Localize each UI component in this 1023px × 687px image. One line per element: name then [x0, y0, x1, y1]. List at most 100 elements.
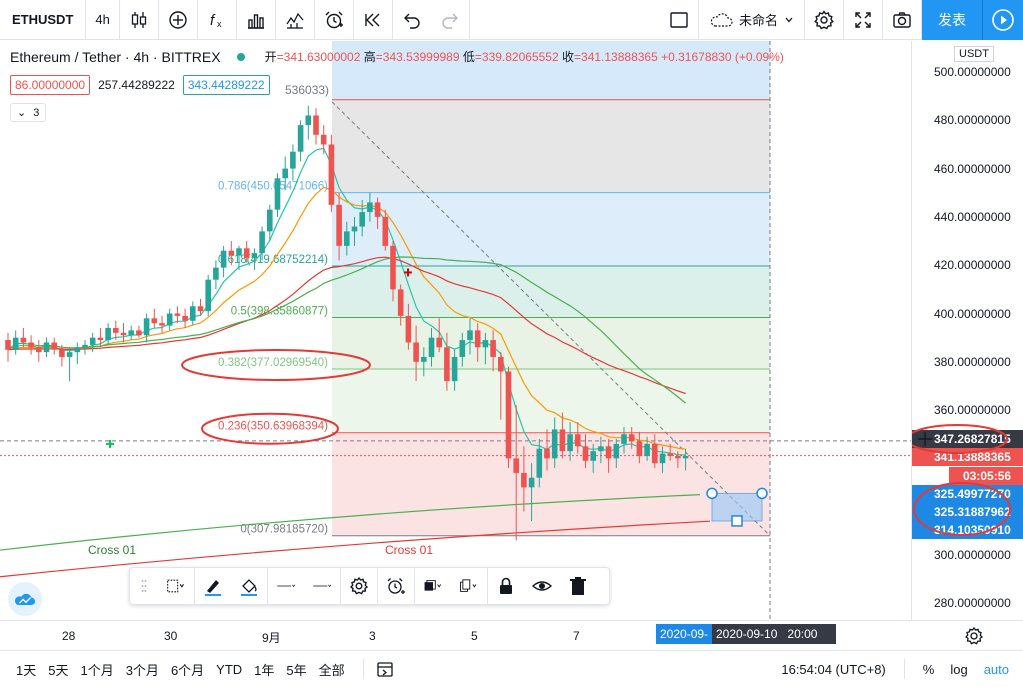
time-tick: 3: [369, 629, 376, 643]
candle: [659, 446, 666, 473]
candle: [421, 347, 427, 377]
candle: [143, 313, 150, 343]
visual-order-icon[interactable]: [415, 567, 451, 605]
drawing-price-label-3: 314.10350910: [912, 521, 1023, 539]
indicator-value-1[interactable]: 86.00000000: [10, 75, 91, 95]
range-1m-button[interactable]: 1个月: [80, 662, 114, 678]
range-1d-button[interactable]: 1天: [16, 662, 37, 678]
alert-icon[interactable]: [315, 0, 354, 40]
drawing-alert-icon[interactable]: [378, 567, 414, 605]
candle: [367, 192, 373, 222]
range-3m-button[interactable]: 3个月: [125, 662, 159, 678]
candle: [59, 344, 65, 367]
settings-gear-icon[interactable]: [805, 0, 844, 40]
drag-handle[interactable]: [130, 567, 158, 605]
symbol-title[interactable]: Ethereum / Tether · 4h · BITTREX: [10, 48, 221, 65]
price-chart[interactable]: 0.786(450.05471066)0.618(419.68752214)0.…: [0, 41, 911, 620]
candle: [243, 241, 250, 263]
camera-icon[interactable]: [883, 0, 922, 40]
price-tick: 480.00000000: [934, 113, 1011, 128]
candle: [498, 352, 504, 420]
tradingview-logo-icon[interactable]: [8, 582, 42, 616]
collapse-count: 3: [33, 107, 40, 119]
redo-icon[interactable]: [431, 0, 470, 40]
currency-tag[interactable]: USDT: [954, 46, 994, 62]
range-6m-button[interactable]: 6个月: [170, 662, 205, 678]
drawing-handle: [731, 515, 743, 527]
interval-button[interactable]: 4h: [86, 0, 120, 40]
percent-scale-button[interactable]: %: [922, 661, 935, 677]
range-1y-button[interactable]: 1年: [254, 662, 275, 678]
templates-icon[interactable]: [276, 0, 315, 40]
candles-icon[interactable]: [120, 0, 159, 40]
goto-date-icon[interactable]: [376, 660, 394, 678]
candle: [174, 306, 181, 324]
candle: [267, 204, 273, 242]
candle: [166, 308, 173, 331]
line-width-dropdown[interactable]: [304, 567, 340, 605]
expand-icon[interactable]: [844, 0, 883, 40]
candle: [444, 332, 450, 391]
range-5d-button[interactable]: 5天: [48, 662, 69, 678]
axis-settings-gear-icon[interactable]: [964, 626, 984, 646]
candle: [136, 325, 142, 338]
indicator-collapse-button[interactable]: ⌄ 3: [10, 103, 47, 122]
candle: [282, 156, 288, 191]
layout-name-label: 未命名: [738, 13, 778, 28]
add-indicator-icon[interactable]: [159, 0, 198, 40]
divider: [903, 659, 905, 679]
drawing-settings-gear-icon[interactable]: [341, 567, 377, 605]
price-tick: 440.00000000: [934, 209, 1011, 224]
fib-level-label: 0.786(450.05471066): [218, 181, 328, 193]
play-icon[interactable]: [983, 0, 1023, 40]
line-color-icon[interactable]: [195, 567, 231, 605]
candle: [505, 366, 512, 469]
bar-chart-icon[interactable]: [237, 0, 276, 40]
publish-button[interactable]: 发表: [922, 0, 983, 40]
candle: [43, 337, 50, 357]
drawing-template-icon[interactable]: [158, 567, 194, 605]
visibility-eye-icon[interactable]: [524, 567, 560, 605]
fib-level-label: 0.382(377.02969540): [218, 357, 328, 369]
time-tick: 30: [164, 629, 178, 643]
indicator-value-3[interactable]: 343.44289222: [182, 75, 270, 95]
candle: [120, 323, 127, 343]
symbol-search-button[interactable]: ETHUSDT: [0, 0, 87, 40]
line-style-dropdown[interactable]: [268, 567, 304, 605]
drawing-price-label-2: 325.31887962: [912, 503, 1023, 521]
replay-icon[interactable]: [354, 0, 393, 40]
price-tick: 500.00000000: [934, 65, 1011, 79]
layout-name-button[interactable]: 未命名: [697, 0, 805, 40]
log-scale-button[interactable]: log: [950, 661, 968, 677]
candle: [66, 347, 73, 382]
fib-level-label: 0.236(350.63968394): [218, 421, 328, 433]
ma-long-green-line: [0, 494, 701, 551]
candle: [359, 199, 365, 237]
fill-color-icon[interactable]: [231, 567, 267, 605]
auto-scale-button[interactable]: auto: [983, 661, 1009, 677]
lock-icon[interactable]: [488, 567, 524, 605]
price-tick: 420.00000000: [934, 258, 1011, 273]
candle: [675, 451, 681, 469]
drawing-time-start-label: 2020-09-: [656, 624, 712, 644]
range-5y-button[interactable]: 5年: [286, 662, 307, 678]
clock-label[interactable]: 16:54:04 (UTC+8): [781, 661, 886, 677]
crosshair-plus-icon[interactable]: [912, 426, 938, 452]
delete-trash-icon[interactable]: [560, 567, 596, 605]
candle: [521, 446, 527, 512]
candle: [236, 245, 242, 271]
undo-icon[interactable]: [393, 0, 431, 40]
time-axis[interactable]: 28 30 9月 3 5 7 2020-09- 2020-09-10 20:00: [0, 620, 1023, 650]
candle: [328, 134, 335, 213]
candle: [397, 284, 404, 326]
chart-pane[interactable]: 0.786(450.05471066) 0.618(419.68752214) 0.…: [0, 41, 911, 620]
candle: [390, 241, 396, 302]
fib-level-label: 0.5(398.35860877): [231, 305, 328, 317]
range-ytd-button[interactable]: YTD: [216, 661, 243, 677]
range-all-button[interactable]: 全部: [318, 662, 345, 678]
fullscreen-box-icon[interactable]: [660, 0, 698, 40]
price-axis[interactable]: USDT 500.00000000 480.00000000 460.0000000…: [911, 41, 1023, 620]
clone-icon[interactable]: [451, 567, 487, 605]
candle: [5, 332, 11, 362]
